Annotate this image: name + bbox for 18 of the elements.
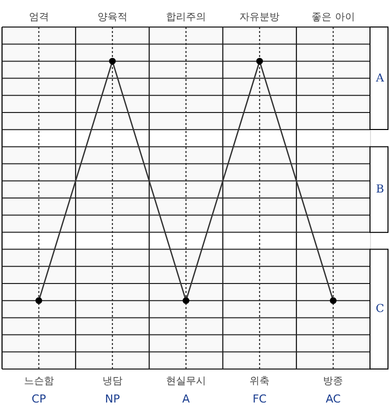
- x-tick-label: AC: [326, 392, 342, 406]
- text: 느슨함: [24, 376, 54, 387]
- text: 방종: [323, 376, 344, 387]
- text: 양육적: [97, 12, 128, 23]
- text: 현실무시: [166, 376, 206, 387]
- x-tick-label: FC: [252, 392, 267, 406]
- band-label: B: [376, 182, 384, 196]
- text: 엄격: [28, 12, 49, 23]
- text: 좋은 아이: [312, 12, 355, 23]
- x-tick-label: NP: [104, 392, 120, 406]
- x-tick-label: A: [182, 392, 190, 406]
- text: 냉담: [102, 376, 122, 387]
- x-tick-label: CP: [32, 392, 46, 406]
- band-label: A: [375, 71, 386, 84]
- text: 합리주의: [166, 12, 206, 23]
- text: 위축: [250, 376, 270, 387]
- band-label: C: [376, 302, 384, 316]
- text: 자유분방: [240, 12, 280, 23]
